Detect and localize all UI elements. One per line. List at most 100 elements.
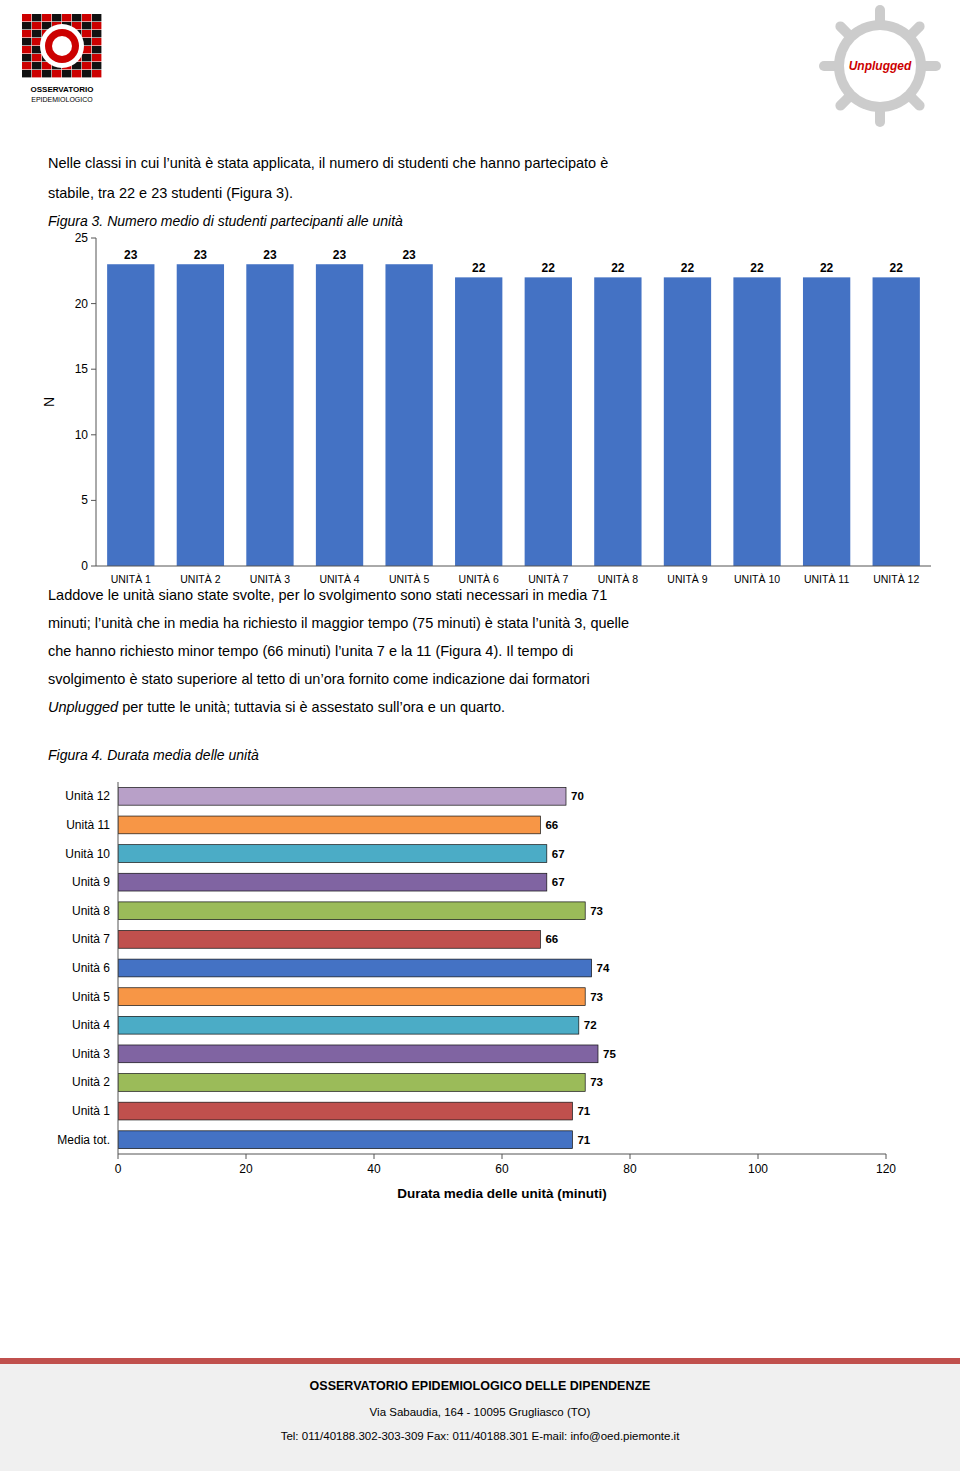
logo-text: OSSERVATORIO xyxy=(31,85,94,94)
logo-ring xyxy=(45,29,79,63)
x-tick-label: 20 xyxy=(239,1162,253,1176)
data-label: 22 xyxy=(820,261,834,275)
bar xyxy=(316,264,363,566)
data-label: 75 xyxy=(603,1048,616,1060)
y-tick-label: 10 xyxy=(75,428,89,442)
y-tick xyxy=(91,566,96,567)
logo-ring xyxy=(40,24,84,68)
bar xyxy=(525,277,572,566)
bars xyxy=(118,787,598,1148)
labels: 23UNITÀ 123UNITÀ 223UNITÀ 323UNITÀ 423UN… xyxy=(111,248,920,585)
footer-background xyxy=(0,1361,960,1471)
x-tick-label: 80 xyxy=(623,1162,637,1176)
logo-cell xyxy=(32,14,41,21)
chart: Figura 4. Durata media delle unità71Medi… xyxy=(48,747,896,1201)
x-axis xyxy=(118,1154,886,1155)
data-label: 22 xyxy=(611,261,625,275)
chart-title: Figura 3. Numero medio di studenti parte… xyxy=(48,213,403,229)
y-tick-label: Unità 10 xyxy=(65,847,110,861)
y-tick-label: Unità 5 xyxy=(72,990,110,1004)
logo-cell xyxy=(82,22,91,29)
x-tick xyxy=(886,1154,887,1159)
logo-left: OSSERVATORIO EPIDEMIOLOGICO xyxy=(22,14,101,103)
logo-gear xyxy=(834,20,926,112)
bar xyxy=(107,264,154,566)
x-tick-label: 100 xyxy=(748,1162,768,1176)
y-tick-label: Unità 11 xyxy=(66,818,110,832)
data-label: 67 xyxy=(552,876,565,888)
logo-cell xyxy=(92,46,101,53)
chart: Figura 3. Numero medio di studenti parte… xyxy=(41,213,931,585)
bar xyxy=(385,264,432,566)
x-tick xyxy=(246,1154,247,1159)
logo-cell xyxy=(32,54,41,61)
logo-cell xyxy=(82,54,91,61)
logo-cell xyxy=(92,22,101,29)
bar xyxy=(118,1131,572,1149)
x-tick-label: UNITÀ 3 xyxy=(250,573,290,585)
bar xyxy=(455,277,502,566)
header-text: stabile, tra 22 e 23 studenti (Figura 3)… xyxy=(48,185,293,201)
logo-cell xyxy=(22,22,31,29)
y-axis xyxy=(96,238,97,566)
data-label: 66 xyxy=(545,933,558,945)
y-tick-label: Unità 7 xyxy=(72,932,110,946)
bar xyxy=(118,988,585,1006)
x-tick-label: 40 xyxy=(367,1162,381,1176)
logo-cell xyxy=(32,62,41,69)
logo-cell xyxy=(62,70,71,77)
bar xyxy=(118,1102,572,1120)
y-tick-label: Unità 2 xyxy=(72,1075,110,1089)
labels: 71Media tot.71Unità 173Unità 275Unità 37… xyxy=(57,789,616,1146)
logo-cell xyxy=(52,14,61,21)
y-tick-label: 25 xyxy=(75,231,89,245)
y-tick-label: Unità 12 xyxy=(65,789,110,803)
y-tick xyxy=(91,434,96,435)
y-tick-label: 0 xyxy=(81,559,88,573)
data-label: 72 xyxy=(584,1019,597,1031)
x-tick-label: UNITÀ 10 xyxy=(734,573,780,585)
bar xyxy=(873,277,920,566)
bar xyxy=(118,845,547,863)
logo-cell xyxy=(32,38,41,45)
footer-text: Via Sabaudia, 164 - 10095 Grugliasco (TO… xyxy=(370,1406,591,1418)
logo-cell xyxy=(32,70,41,77)
y-tick xyxy=(91,369,96,370)
logo-cell xyxy=(42,14,51,21)
logo-text: EPIDEMIOLOGICO xyxy=(31,96,93,103)
data-label: 22 xyxy=(472,261,486,275)
x-tick-label: UNITÀ 12 xyxy=(873,573,919,585)
x-axis xyxy=(96,566,931,567)
logo-cell xyxy=(92,30,101,37)
data-label: 23 xyxy=(333,248,347,262)
footer-line xyxy=(0,1358,960,1364)
data-label: 71 xyxy=(577,1105,590,1117)
x-tick xyxy=(118,1154,119,1159)
x-tick xyxy=(758,1154,759,1159)
data-label: 73 xyxy=(590,1076,603,1088)
body-text: Laddove le unità siano state svolte, per… xyxy=(48,587,607,603)
data-label: 71 xyxy=(577,1134,590,1146)
bar xyxy=(246,264,293,566)
data-label: 22 xyxy=(890,261,904,275)
data-label: 73 xyxy=(590,905,603,917)
bar xyxy=(118,1016,579,1034)
y-tick xyxy=(91,238,96,239)
logo-cell xyxy=(82,70,91,77)
x-axis-label: Durata media delle unità (minuti) xyxy=(397,1186,606,1201)
x-tick-label: UNITÀ 5 xyxy=(389,573,429,585)
bar xyxy=(118,1045,598,1063)
logo-cell xyxy=(22,54,31,61)
logo-cell xyxy=(22,46,31,53)
x-tick-label: UNITÀ 2 xyxy=(180,573,220,585)
body-text-part: Unplugged xyxy=(48,699,119,715)
page: OSSERVATORIOEPIDEMIOLOGICOUnpluggedNelle… xyxy=(0,0,960,1471)
data-label: 73 xyxy=(590,991,603,1003)
x-tick-label: 60 xyxy=(495,1162,509,1176)
bar xyxy=(118,873,547,891)
logo-cell xyxy=(72,14,81,21)
body-text-part: per tutte le unità; tuttavia si è assest… xyxy=(118,699,505,715)
data-label: 23 xyxy=(194,248,208,262)
logo-right: Unplugged xyxy=(824,10,936,122)
x-tick xyxy=(630,1154,631,1159)
